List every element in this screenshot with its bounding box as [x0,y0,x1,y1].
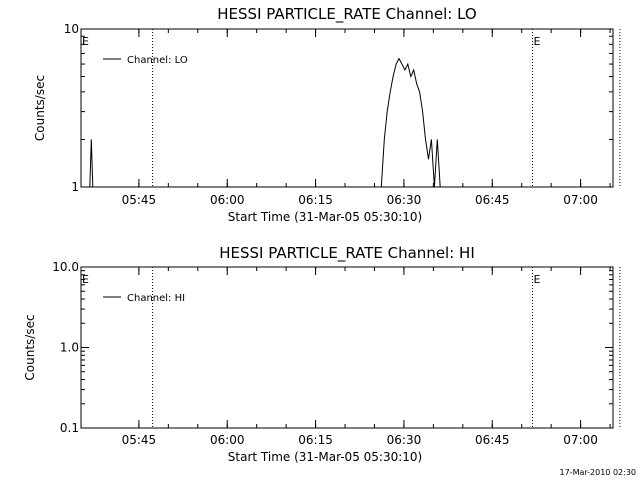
x-tick-label: 06:45 [475,193,510,207]
chart-title: HESSI PARTICLE_RATE Channel: LO [217,5,476,24]
x-tick-label: 06:30 [387,433,422,447]
legend-entry: Channel: HI [127,293,185,304]
x-axis-label: Start Time (31-Mar-05 05:30:10) [228,210,422,224]
y-axis-label: Counts/sec [33,75,47,141]
x-tick-label: 05:45 [122,193,157,207]
x-tick-label: 06:00 [210,193,245,207]
x-tick-label: 06:15 [298,433,333,447]
x-tick-label: 06:30 [387,193,422,207]
x-tick-label: 06:45 [475,433,510,447]
chart-panel-2: HESSI PARTICLE_RATE Channel: HI 05:45 06:0… [23,244,621,464]
event-marker-label: E [82,35,89,48]
event-marker-label: E [534,273,541,286]
chart-panel-1: HESSI PARTICLE_RATE Channel: LO 05:45 06:0… [33,5,621,224]
plot-frame [80,28,614,188]
y-tick-label: 0.1 [60,421,79,435]
series-line-1 [80,57,441,188]
chart-title: HESSI PARTICLE_RATE Channel: HI [219,244,475,263]
plot-frame [80,266,614,429]
footer-timestamp: 17-Mar-2010 02:30 [560,468,637,477]
event-marker-label: E [82,273,89,286]
x-tick-label: 07:00 [563,433,598,447]
y-tick-label: 1.0 [60,341,79,355]
x-tick-label: 06:15 [298,193,333,207]
y-tick-label: 10.0 [52,260,79,274]
x-axis-label: Start Time (31-Mar-05 05:30:10) [228,450,422,464]
y-axis-label: Counts/sec [23,314,37,380]
x-tick-label: 06:00 [210,433,245,447]
legend-entry: Channel: LO [127,55,188,66]
event-marker-label: E [534,35,541,48]
x-tick-label: 07:00 [563,193,598,207]
x-tick-label: 05:45 [122,433,157,447]
y-tick-label: 10 [64,22,79,36]
y-tick-label: 1 [71,180,79,194]
